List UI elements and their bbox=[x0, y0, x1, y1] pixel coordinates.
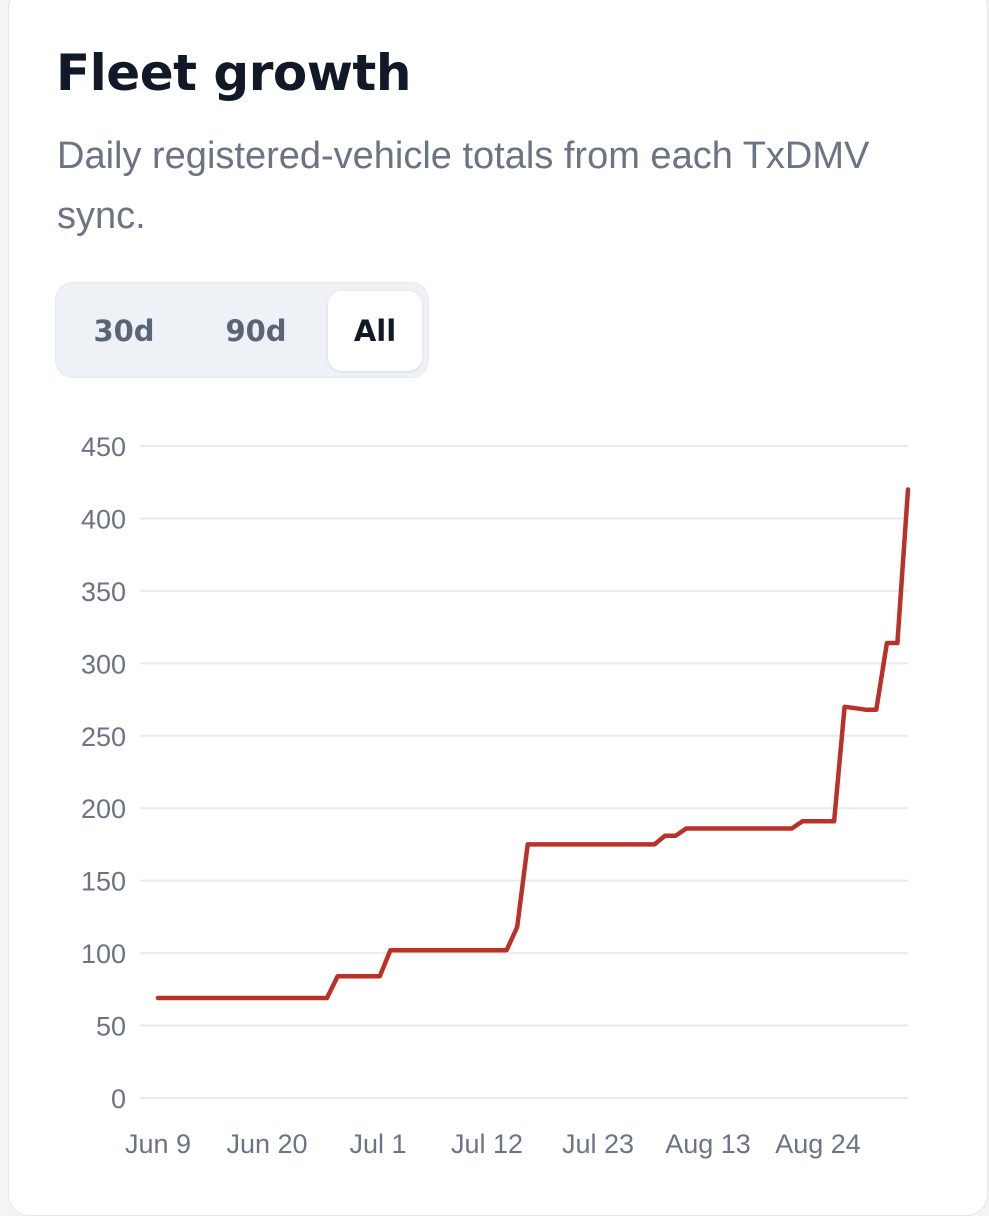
page-title: Fleet growth bbox=[56, 44, 411, 102]
chart-subtitle: Daily registered-vehicle totals from eac… bbox=[57, 135, 870, 237]
y-tick-label: 150 bbox=[81, 867, 126, 897]
x-tick-label: Jun 9 bbox=[125, 1129, 191, 1159]
y-tick-label: 0 bbox=[111, 1084, 126, 1114]
y-tick-label: 250 bbox=[81, 722, 126, 752]
series-line bbox=[155, 487, 911, 1001]
y-tick-label: 400 bbox=[81, 504, 126, 534]
x-tick-label: Jul 1 bbox=[349, 1129, 406, 1159]
x-tick-label: Jul 12 bbox=[451, 1129, 523, 1159]
y-tick-label: 450 bbox=[81, 432, 126, 462]
y-tick-label: 300 bbox=[81, 649, 126, 679]
chart-card bbox=[8, 0, 988, 1216]
range-30d-button[interactable]: 30d bbox=[93, 314, 155, 348]
y-tick-label: 350 bbox=[81, 577, 126, 607]
x-axis-ticks: Jun 9 Jun 20 Jul 1 Jul 12 Jul 23 Aug 13 Aug 24 bbox=[125, 1129, 861, 1159]
y-tick-label: 100 bbox=[81, 939, 126, 969]
y-tick-label: 50 bbox=[96, 1012, 126, 1042]
x-tick-label: Aug 13 bbox=[665, 1129, 751, 1159]
y-tick-label: 200 bbox=[81, 794, 126, 824]
x-tick-label: Jun 20 bbox=[226, 1129, 307, 1159]
range-90d-button[interactable]: 90d bbox=[225, 314, 287, 348]
range-all-button[interactable]: All bbox=[328, 291, 422, 371]
y-axis-ticks: 0 50 100 150 200 250 300 350 400 450 bbox=[81, 432, 126, 1114]
gridlines bbox=[140, 445, 908, 1099]
x-tick-label: Aug 24 bbox=[775, 1129, 861, 1159]
series-layer bbox=[155, 487, 911, 1001]
x-tick-label: Jul 23 bbox=[562, 1129, 634, 1159]
range-selector: 30d 90d All bbox=[55, 282, 429, 378]
